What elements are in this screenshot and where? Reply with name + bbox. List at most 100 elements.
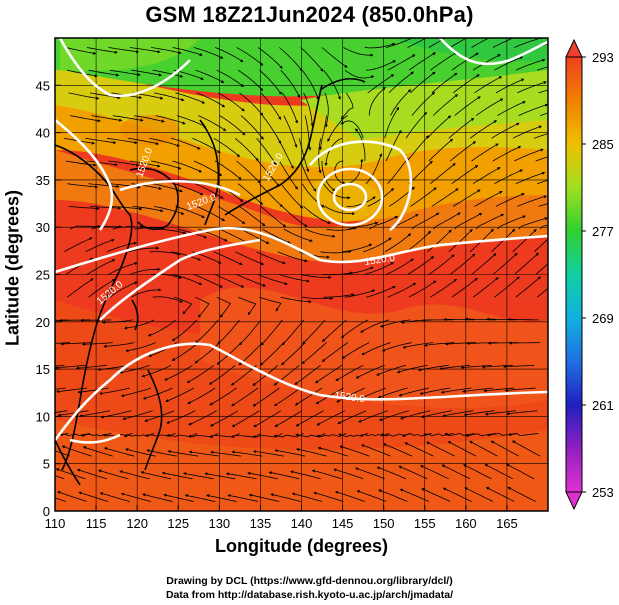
streamline xyxy=(128,246,160,253)
streamline xyxy=(166,410,196,424)
y-tick-label: 10 xyxy=(36,409,50,424)
streamline xyxy=(57,410,89,417)
streamline xyxy=(343,266,374,275)
streamline xyxy=(512,125,543,139)
streamline xyxy=(298,138,310,173)
streamline xyxy=(125,342,156,353)
streamline xyxy=(495,78,525,94)
streamline xyxy=(259,69,282,95)
streamline xyxy=(451,52,479,71)
streamline xyxy=(419,465,449,480)
streamline xyxy=(131,69,163,77)
streamline xyxy=(193,274,223,288)
streamline xyxy=(366,60,397,71)
streamline xyxy=(304,228,336,238)
streamline xyxy=(149,251,181,256)
streamline xyxy=(390,89,412,116)
streamline xyxy=(239,92,264,116)
streamline xyxy=(365,153,383,184)
streamline xyxy=(536,287,548,298)
streamline xyxy=(324,206,356,216)
x-tick-label: 145 xyxy=(332,516,354,531)
streamline xyxy=(253,410,282,428)
streamline xyxy=(151,160,182,170)
streamline xyxy=(439,364,471,371)
streamline xyxy=(55,410,68,413)
streamline xyxy=(355,128,366,162)
colorbar-tick-label: 269 xyxy=(592,311,614,326)
streamline xyxy=(59,432,91,437)
streamline xyxy=(278,160,298,190)
streamline xyxy=(433,212,461,230)
streamline xyxy=(378,489,408,502)
streamline xyxy=(166,433,197,438)
streamline xyxy=(213,137,241,158)
streamline xyxy=(252,387,280,407)
streamline xyxy=(484,464,513,480)
coastlines xyxy=(55,78,366,486)
streamline xyxy=(300,47,324,72)
streamline xyxy=(163,493,194,502)
streamline xyxy=(423,342,455,347)
streamline xyxy=(70,115,101,123)
streamline xyxy=(195,296,210,318)
streamline xyxy=(60,342,92,346)
streamline xyxy=(165,387,195,402)
streamline xyxy=(55,364,65,367)
streamline xyxy=(454,212,483,230)
streamline xyxy=(227,494,259,502)
streamline xyxy=(184,494,216,502)
streamline xyxy=(111,206,143,211)
streamline xyxy=(303,206,331,224)
streamline xyxy=(218,206,246,225)
streamline xyxy=(317,446,348,457)
streamline xyxy=(170,251,202,261)
y-tick-label: 30 xyxy=(36,220,50,235)
streamline xyxy=(171,319,198,342)
streamline xyxy=(209,410,239,427)
streamline xyxy=(462,464,492,480)
streamline xyxy=(281,319,304,346)
streamline xyxy=(316,410,346,426)
streamline xyxy=(205,494,237,502)
streamline xyxy=(495,193,525,207)
colorbar: 253 261 269 277 285 293 xyxy=(565,38,614,511)
streamline xyxy=(172,47,203,56)
streamline xyxy=(231,410,260,427)
streamline xyxy=(433,94,459,116)
streamline xyxy=(382,443,413,457)
streamline xyxy=(301,342,327,365)
streamline xyxy=(464,487,494,502)
streamline xyxy=(483,387,515,393)
streamline xyxy=(65,47,97,55)
x-tick-label: 135 xyxy=(250,516,272,531)
streamline xyxy=(147,319,176,337)
streamline xyxy=(442,410,474,418)
streamline xyxy=(188,450,220,457)
streamline xyxy=(474,191,503,207)
streamline xyxy=(290,470,321,480)
y-tick-label: 35 xyxy=(36,173,50,188)
streamline xyxy=(294,387,323,406)
streamline xyxy=(262,115,282,144)
streamline xyxy=(215,274,245,288)
streamline xyxy=(346,196,376,207)
streamline xyxy=(344,289,376,298)
y-tick-label: 45 xyxy=(36,78,50,93)
streamline xyxy=(334,490,365,502)
streamline xyxy=(340,120,364,139)
streamline xyxy=(385,258,414,275)
streamline xyxy=(279,47,303,72)
streamline xyxy=(341,342,370,359)
streamline xyxy=(274,449,306,457)
streamline xyxy=(302,319,326,345)
streamline xyxy=(407,135,430,162)
streamline xyxy=(209,387,237,406)
streamline xyxy=(326,226,358,231)
streamline xyxy=(295,447,327,457)
streamline xyxy=(301,69,319,101)
streamline xyxy=(514,252,539,275)
streamline xyxy=(259,342,285,366)
streamline xyxy=(195,183,224,199)
streamline xyxy=(421,488,451,502)
